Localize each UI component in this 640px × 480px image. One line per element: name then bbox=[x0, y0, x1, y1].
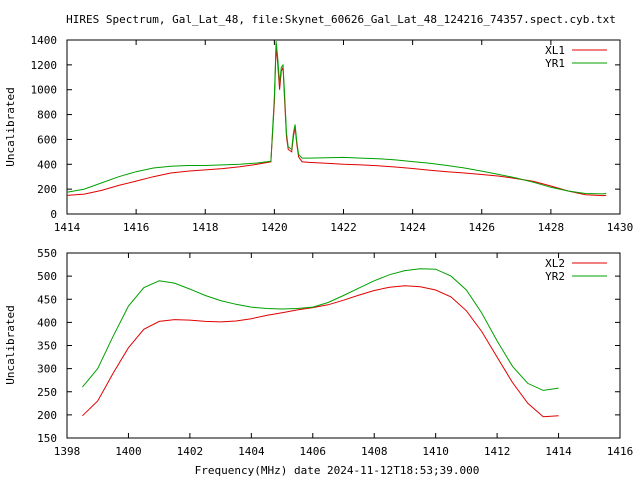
top-x-tick-label: 1430 bbox=[607, 221, 634, 234]
bottom-y-tick-label: 200 bbox=[37, 409, 57, 422]
bottom-series-xl2-line bbox=[82, 285, 559, 418]
top-y-tick-label: 600 bbox=[37, 133, 57, 146]
top-plot-frame bbox=[66, 39, 621, 215]
bottom-x-tick-label: 1400 bbox=[115, 445, 142, 458]
bottom-y-tick-label: 150 bbox=[37, 432, 57, 445]
bottom-y-tick-label: 400 bbox=[37, 316, 57, 329]
bottom-series-group bbox=[82, 268, 559, 418]
top-x-tick-label: 1428 bbox=[538, 221, 565, 234]
bottom-x-tick-label: 1404 bbox=[238, 445, 265, 458]
chart-title: HIRES Spectrum, Gal_Lat_48, file:Skynet_… bbox=[66, 13, 616, 26]
bottom-y-axis-label: Uncalibrated bbox=[4, 305, 17, 384]
top-legend-label-xl1: XL1 bbox=[545, 44, 565, 57]
bottom-tick-group: 1398 1400 1402 1404 1406 1408 1410 1412 1414 1416… bbox=[37, 247, 633, 458]
bottom-spectrum-panel: Uncalibrated Frequency(MHz) date 2024-11… bbox=[4, 247, 633, 477]
top-y-tick-label: 0 bbox=[50, 208, 57, 221]
top-series-yr1-line bbox=[66, 41, 607, 195]
top-series-group bbox=[66, 41, 607, 197]
bottom-y-tick-label: 500 bbox=[37, 270, 57, 283]
top-x-tick-label: 1418 bbox=[192, 221, 219, 234]
bottom-x-tick-label: 1408 bbox=[361, 445, 388, 458]
top-legend-label-yr1: YR1 bbox=[545, 57, 565, 70]
bottom-y-tick-label: 250 bbox=[37, 386, 57, 399]
top-x-tick-label: 1426 bbox=[469, 221, 496, 234]
top-tick-group: 1414 1416 1418 1420 1422 1424 1426 1428 1430 0 200… bbox=[31, 34, 634, 234]
bottom-x-tick-label: 1402 bbox=[177, 445, 204, 458]
top-y-tick-label: 400 bbox=[37, 158, 57, 171]
top-y-axis-label: Uncalibrated bbox=[4, 87, 17, 166]
top-y-tick-label: 800 bbox=[37, 109, 57, 122]
top-y-tick-label: 1400 bbox=[31, 34, 58, 47]
top-x-tick-label: 1414 bbox=[54, 221, 81, 234]
bottom-x-tick-label: 1414 bbox=[545, 445, 572, 458]
bottom-x-tick-label: 1406 bbox=[300, 445, 327, 458]
bottom-series-yr2-line bbox=[82, 268, 559, 391]
bottom-x-tick-label: 1412 bbox=[484, 445, 511, 458]
bottom-x-tick-label: 1416 bbox=[607, 445, 634, 458]
bottom-legend-label-xl2: XL2 bbox=[545, 257, 565, 270]
bottom-x-tick-label: 1398 bbox=[54, 445, 81, 458]
bottom-plot-frame bbox=[66, 252, 621, 439]
top-y-tick-label: 200 bbox=[37, 183, 57, 196]
bottom-y-tick-label: 300 bbox=[37, 363, 57, 376]
bottom-legend-label-yr2: YR2 bbox=[545, 270, 565, 283]
top-y-tick-label: 1000 bbox=[31, 84, 58, 97]
bottom-y-tick-label: 350 bbox=[37, 340, 57, 353]
top-y-tick-label: 1200 bbox=[31, 59, 58, 72]
top-x-tick-label: 1422 bbox=[330, 221, 357, 234]
bottom-x-axis-label: Frequency(MHz) date 2024-11-12T18:53;39.… bbox=[195, 464, 480, 477]
top-x-tick-label: 1416 bbox=[123, 221, 150, 234]
top-x-tick-label: 1420 bbox=[261, 221, 288, 234]
bottom-y-tick-label: 450 bbox=[37, 293, 57, 306]
top-x-tick-label: 1424 bbox=[399, 221, 426, 234]
bottom-y-tick-label: 550 bbox=[37, 247, 57, 260]
bottom-x-tick-label: 1410 bbox=[422, 445, 449, 458]
top-series-xl1-line bbox=[66, 44, 607, 197]
top-spectrum-panel: Uncalibrated 1414 1416 1418 1420 1422 1424 142… bbox=[4, 34, 633, 234]
